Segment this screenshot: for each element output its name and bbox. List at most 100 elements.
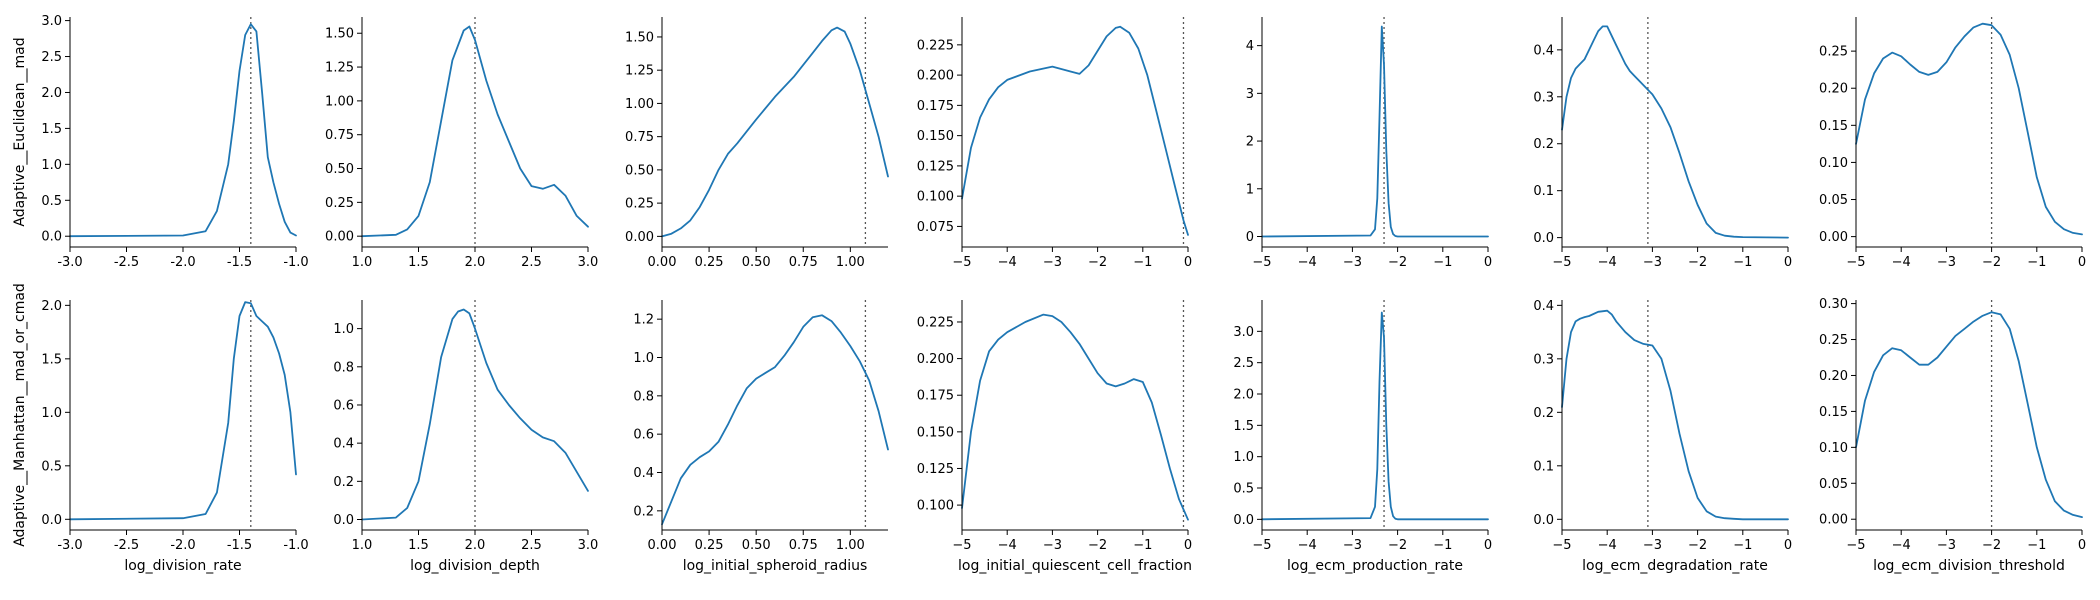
- y-tick-label: 0.4: [633, 466, 654, 481]
- x-tick-label: 1.00: [836, 538, 865, 553]
- series-line: [69, 23, 297, 238]
- x-tick-label: 2.5: [521, 538, 542, 553]
- y-tick-label: 0.100: [917, 190, 954, 205]
- x-tick-label: −3: [1043, 255, 1062, 270]
- x-tick-label: −4: [1298, 255, 1317, 270]
- x-tick-label: 0.50: [742, 538, 771, 553]
- x-tick-label: −2: [1088, 538, 1107, 553]
- y-tick-label: 3.0: [1233, 325, 1254, 340]
- y-tick-label: 0.6: [333, 398, 354, 413]
- x-tick-label: −4: [1892, 538, 1911, 553]
- x-tick-label: −3: [1643, 255, 1662, 270]
- series-line: [1261, 311, 1489, 521]
- panel-r1-c0: -3.0 -2.5 -2.0 -1.5 -1.0 0.0 0.5 1.0 1.5 2.0 log_d…: [12, 283, 309, 574]
- y-tick-label: 0.10: [1819, 156, 1848, 171]
- y-tick-label: 0.00: [1819, 513, 1848, 528]
- x-tick-label: −1: [2027, 538, 2046, 553]
- x-tick-label: −3: [1937, 538, 1956, 553]
- x-tick-label: −2: [1982, 255, 2001, 270]
- x-tick-label: 0.00: [648, 255, 677, 270]
- y-tick-label: 0.25: [325, 196, 354, 211]
- y-tick-label: 0.0: [1533, 513, 1554, 528]
- y-tick-label: 0.75: [625, 130, 654, 145]
- y-tick-label: 0.20: [1819, 369, 1848, 384]
- x-tick-label: −1: [1133, 538, 1152, 553]
- y-tick-label: 0.3: [1533, 352, 1554, 367]
- x-tick-label: −5: [1846, 538, 1865, 553]
- x-tick-label: 0.75: [789, 538, 818, 553]
- y-tick-label: 0.15: [1819, 119, 1848, 134]
- x-tick-label: 1.00: [836, 255, 865, 270]
- series-line: [1261, 25, 1489, 238]
- x-tick-label: −5: [952, 255, 971, 270]
- x-tick-label: −4: [1598, 255, 1617, 270]
- series-line: [1855, 311, 2083, 518]
- y-tick-label: 1.0: [41, 158, 62, 173]
- y-tick-label: 1.0: [633, 351, 654, 366]
- x-axis-title: log_division_rate: [124, 558, 241, 574]
- x-tick-label: 0: [1184, 255, 1192, 270]
- x-tick-label: −3: [1343, 538, 1362, 553]
- x-tick-label: -1.5: [227, 255, 252, 270]
- y-tick-label: 0.150: [917, 425, 954, 440]
- y-tick-label: 1.5: [41, 352, 62, 367]
- x-tick-label: −5: [1552, 255, 1571, 270]
- y-tick-label: 2.5: [1233, 356, 1254, 371]
- y-tick-label: 0.5: [1233, 482, 1254, 497]
- x-tick-label: 2.0: [465, 255, 486, 270]
- y-tick-label: 0.75: [325, 128, 354, 143]
- x-tick-label: −1: [2027, 255, 2046, 270]
- x-tick-label: 3.0: [578, 538, 599, 553]
- y-tick-label: 0.05: [1819, 477, 1848, 492]
- y-tick-label: 0.50: [325, 162, 354, 177]
- x-tick-label: 0: [2078, 255, 2086, 270]
- y-tick-label: 1.50: [625, 30, 654, 45]
- x-axis-title: log_ecm_production_rate: [1287, 558, 1463, 574]
- x-tick-label: −5: [1552, 538, 1571, 553]
- x-tick-label: −1: [1433, 255, 1452, 270]
- y-tick-label: 0.3: [1533, 90, 1554, 105]
- x-tick-label: −5: [1252, 538, 1271, 553]
- x-tick-label: −2: [1688, 255, 1707, 270]
- x-tick-label: 2.5: [521, 255, 542, 270]
- x-tick-label: 0: [1184, 538, 1192, 553]
- y-tick-label: 0.225: [917, 315, 954, 330]
- x-axis-title: log_initial_quiescent_cell_fraction: [958, 558, 1192, 574]
- x-tick-label: 1.5: [408, 538, 429, 553]
- x-tick-label: 1.5: [408, 255, 429, 270]
- y-tick-label: 0.2: [333, 475, 354, 490]
- panel-r0-c5: −5 −4 −3 −2 −1 0 0.0 0.1 0.2 0.3 0.4: [1533, 17, 1792, 270]
- x-tick-label: -1.0: [283, 255, 308, 270]
- y-tick-label: 1.5: [1233, 419, 1254, 434]
- y-axis-title: Adaptive__Euclidean__mad: [12, 37, 28, 226]
- x-tick-label: -3.0: [57, 255, 82, 270]
- y-tick-label: 0.2: [1533, 137, 1554, 152]
- series-line: [361, 308, 589, 521]
- panel-r0-c3: −5 −4 −3 −2 −1 0 0.075 0.100 0.125 0.150 0.175 0.20…: [917, 17, 1192, 270]
- x-tick-label: -1.5: [227, 538, 252, 553]
- x-tick-label: −3: [1643, 538, 1662, 553]
- y-tick-label: 0.25: [1819, 333, 1848, 348]
- series-line: [961, 313, 1189, 521]
- x-axis-title: log_ecm_degradation_rate: [1582, 558, 1768, 574]
- y-tick-label: 0.175: [917, 389, 954, 404]
- y-tick-label: 1.25: [325, 61, 354, 76]
- panel-r1-c4: −5 −4 −3 −2 −1 0 0.0 0.5 1.0 1.5 2.0 2.5 3.0 log_ecm_…: [1233, 300, 1492, 574]
- panel-r0-c6: −5 −4 −3 −2 −1 0 0.00 0.05 0.10 0.15 0.20 0.25: [1819, 17, 2086, 270]
- y-tick-label: 2: [1246, 135, 1254, 150]
- x-tick-label: −4: [1892, 255, 1911, 270]
- panel-r1-c1: 1.0 1.5 2.0 2.5 3.0 0.0 0.2 0.4 0.6 0.8 1.0 log_div…: [333, 300, 598, 574]
- y-tick-label: 0.0: [41, 513, 62, 528]
- x-tick-label: −4: [998, 538, 1017, 553]
- x-tick-label: -3.0: [57, 538, 82, 553]
- y-tick-label: 0.15: [1819, 405, 1848, 420]
- x-tick-label: 0: [1784, 255, 1792, 270]
- y-tick-label: 0.2: [633, 504, 654, 519]
- y-tick-label: 0.00: [1819, 230, 1848, 245]
- y-tick-label: 0.05: [1819, 193, 1848, 208]
- x-tick-label: -2.0: [170, 255, 195, 270]
- y-tick-label: 0.2: [1533, 406, 1554, 421]
- y-tick-label: 0.125: [917, 159, 954, 174]
- y-tick-label: 1: [1246, 182, 1254, 197]
- x-axis-title: log_ecm_division_threshold: [1873, 558, 2065, 574]
